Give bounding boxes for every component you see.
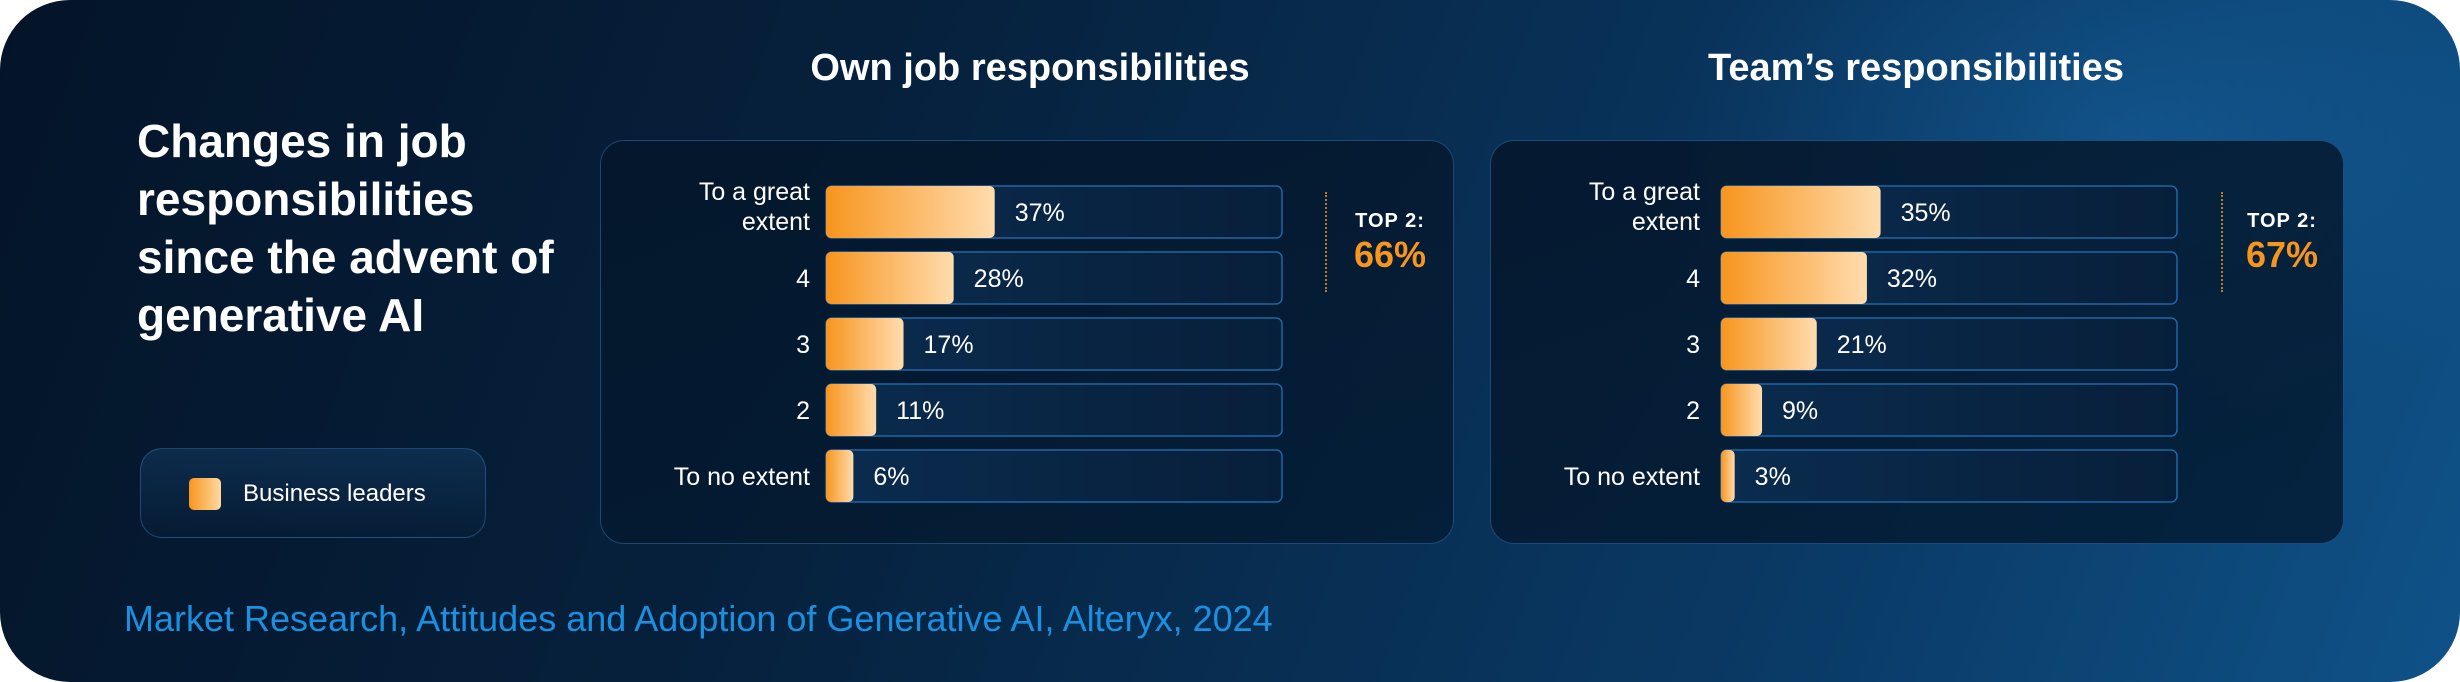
bar-1	[826, 186, 995, 238]
bar-4	[1721, 384, 1763, 436]
category-label: 3	[796, 331, 810, 359]
top2-label-own: TOP 2:	[1355, 210, 1425, 232]
category-label: 2	[796, 397, 810, 425]
chart-title-own: Own job responsibilities	[810, 47, 1250, 89]
category-label: To a great extent	[699, 178, 810, 236]
value-label: 3%	[1755, 463, 1791, 491]
category-label: 2	[1686, 397, 1700, 425]
top2-divider-own	[1325, 192, 1327, 292]
top2-value-team: 67%	[2245, 234, 2319, 275]
value-label: 11%	[896, 397, 944, 425]
value-label: 32%	[1887, 265, 1937, 293]
value-label: 28%	[974, 265, 1024, 293]
infographic-title: Changes in job responsibilities since th…	[137, 115, 554, 341]
value-label: 9%	[1782, 397, 1818, 425]
legend-label: Business leaders	[243, 480, 426, 507]
bar-5	[1721, 450, 1735, 502]
category-label: To no extent	[674, 463, 810, 491]
bar-2	[826, 252, 954, 304]
legend-swatch	[189, 478, 221, 510]
category-label: 4	[796, 265, 810, 293]
value-label: 17%	[924, 331, 974, 359]
category-label: To no extent	[1564, 463, 1700, 491]
legend: Business leaders	[140, 448, 486, 538]
chart-title-team: Team’s responsibilities	[1707, 47, 2125, 89]
category-label: 3	[1686, 331, 1700, 359]
bar-4	[826, 384, 877, 436]
bar-2	[1721, 252, 1867, 304]
top2-label-team: TOP 2:	[2247, 210, 2317, 232]
bar-3	[826, 318, 904, 370]
source-citation: Market Research, Attitudes and Adoption …	[124, 598, 1273, 639]
value-label: 37%	[1015, 199, 1065, 227]
bar-5	[826, 450, 854, 502]
category-label: To a great extent	[1589, 178, 1700, 236]
bar-3	[1721, 318, 1817, 370]
category-label: 4	[1686, 265, 1700, 293]
top2-divider-team	[2221, 192, 2223, 292]
bar-1	[1721, 186, 1881, 238]
value-label: 21%	[1837, 331, 1887, 359]
top2-value-own: 66%	[1353, 234, 1427, 275]
value-label: 6%	[873, 463, 909, 491]
value-label: 35%	[1901, 199, 1951, 227]
